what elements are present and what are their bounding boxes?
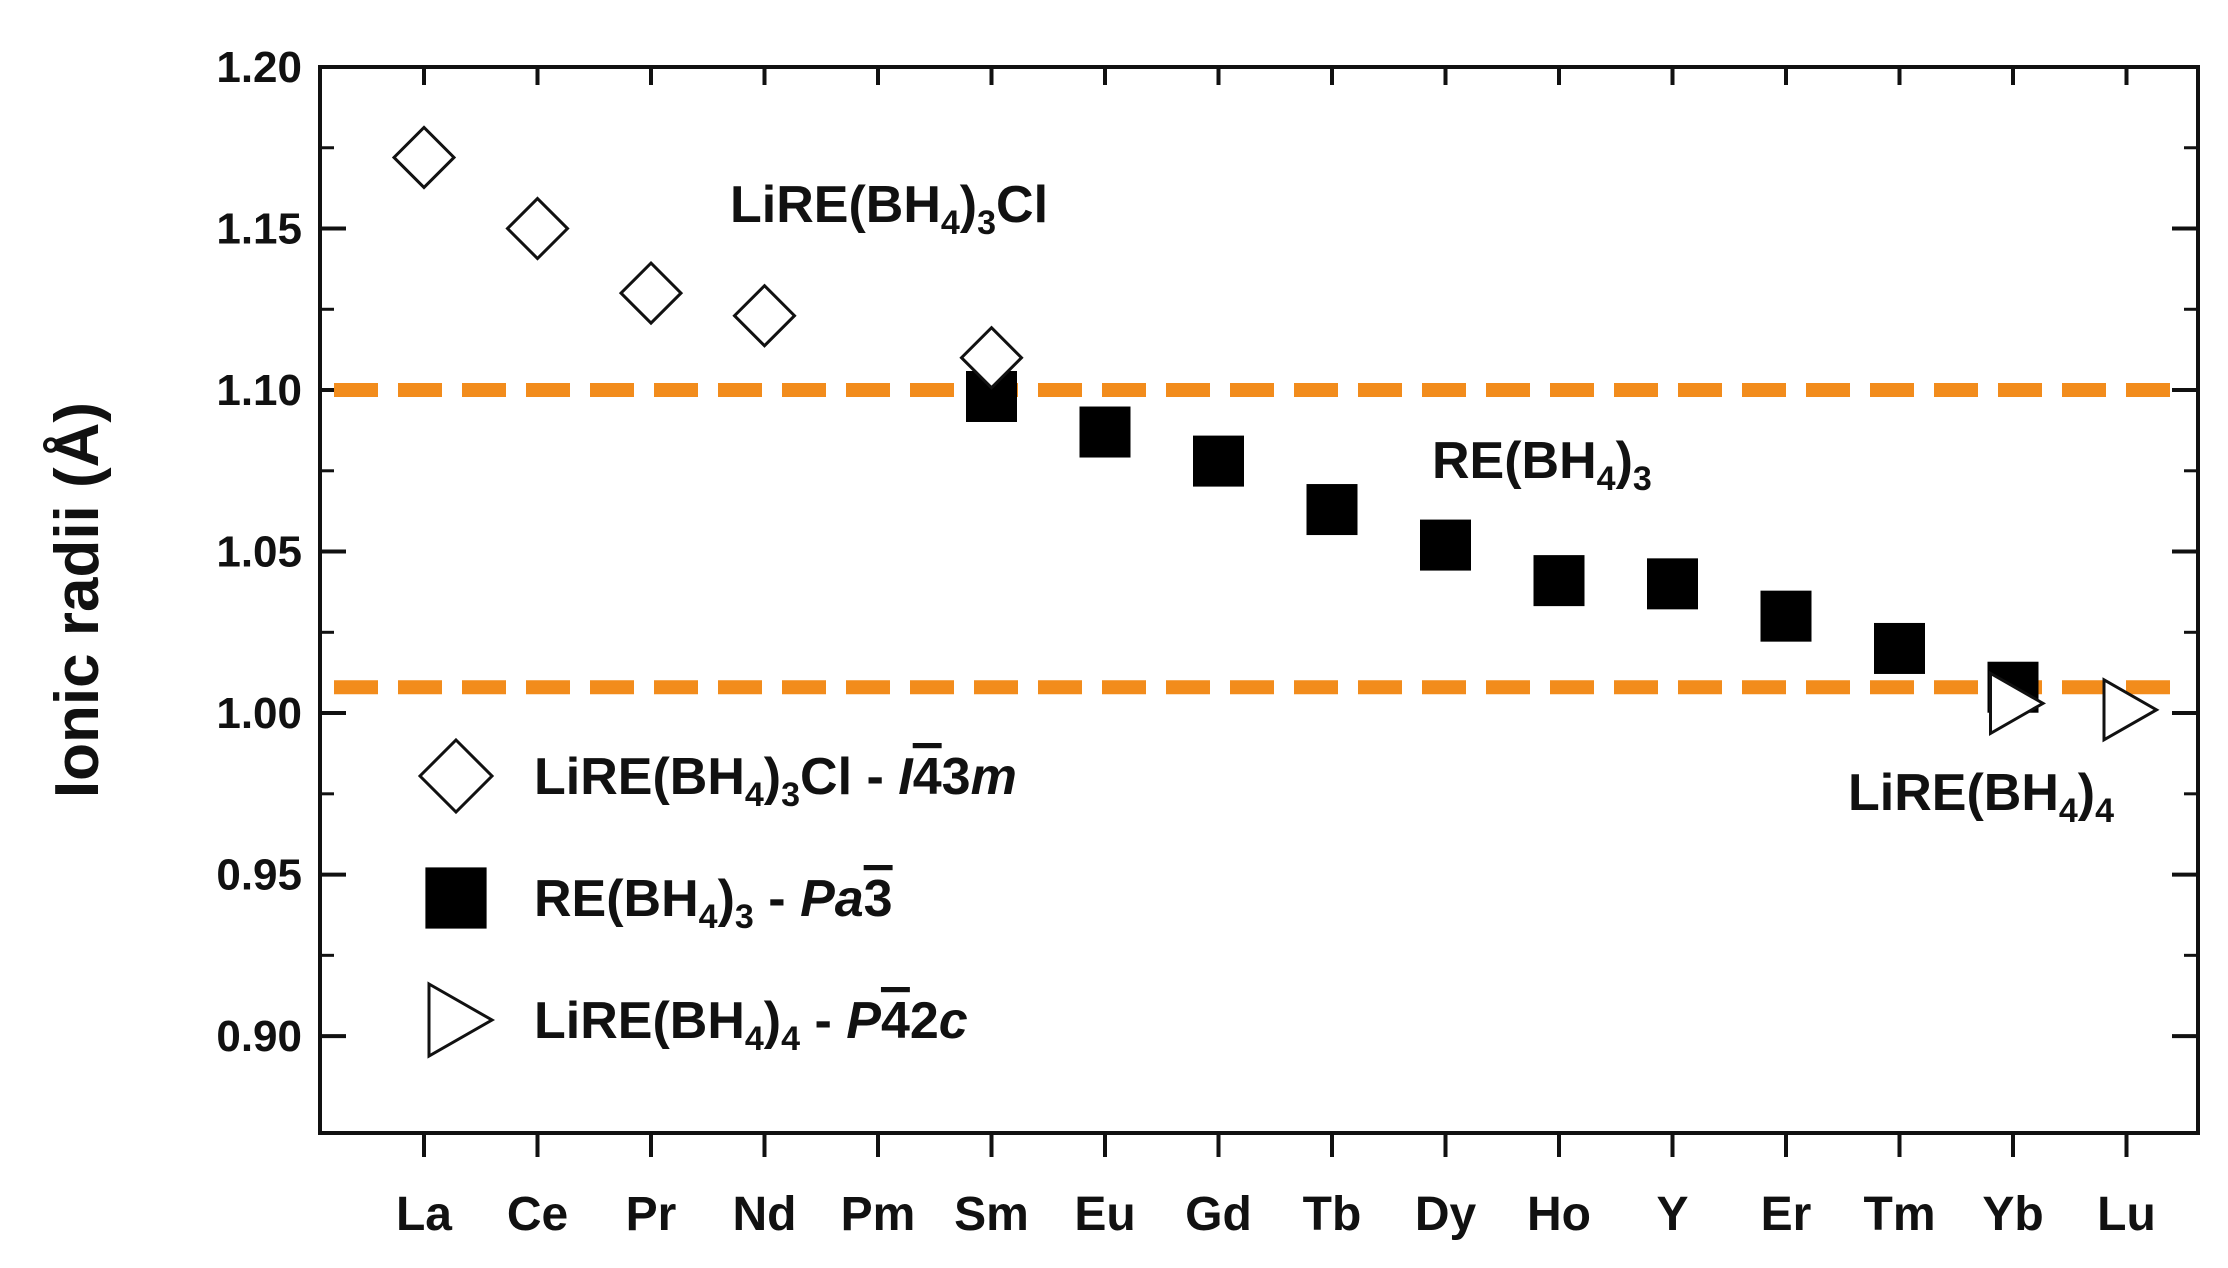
triangle-marker: [1989, 670, 2047, 736]
y-tick-label: 0.90: [216, 1012, 302, 1061]
plot-frame: [318, 65, 2200, 1135]
x-tick-label: Y: [1656, 1188, 1688, 1241]
y-tick-label: 1.10: [216, 366, 302, 415]
y-tick-label: 1.00: [216, 689, 302, 738]
diamond-marker: [959, 325, 1024, 390]
data-markers: [391, 125, 2160, 743]
diamond-marker: [732, 283, 797, 348]
square-marker: [1647, 558, 1698, 610]
annotation-lirecl: LiRE(BH4)3Cl: [730, 176, 1048, 242]
x-tick-label: Ce: [507, 1188, 568, 1241]
x-tick-label: Sm: [954, 1188, 1029, 1241]
x-tick-label: Pr: [626, 1188, 677, 1241]
triangle-marker: [427, 981, 496, 1059]
square-marker: [1874, 622, 1925, 674]
x-tick-label: Eu: [1074, 1188, 1135, 1241]
square-marker: [1193, 435, 1244, 487]
square-marker: [1306, 484, 1358, 536]
x-tick-label: Nd: [733, 1188, 797, 1241]
y-axis-label: Ionic radii (Å): [43, 402, 112, 798]
y-tick-label: 1.20: [216, 43, 302, 92]
y-tick-label: 0.95: [216, 851, 302, 900]
square-marker: [425, 867, 487, 929]
chart-annotations: LiRE(BH4)3Cl RE(BH4)3 LiRE(BH4)4: [730, 176, 2114, 830]
x-tick-label: Yb: [1982, 1188, 2043, 1241]
x-tick-label: Ho: [1527, 1188, 1591, 1241]
diamond-marker: [391, 125, 457, 190]
legend-label: RE(BH4)3 - Pa3: [534, 870, 893, 936]
x-tick-label: Pm: [841, 1188, 916, 1241]
diamond-marker: [505, 196, 570, 261]
annotation-rebh: RE(BH4)3: [1432, 432, 1652, 498]
x-axis-ticks: La Ce Pr Nd Pm Sm Eu Gd Tb Dy Ho Y Er Tm Yb Lu: [396, 67, 2156, 1241]
x-tick-label: Gd: [1185, 1188, 1252, 1241]
x-tick-label: La: [396, 1188, 452, 1241]
y-tick-label: 1.05: [216, 528, 302, 577]
x-tick-label: Lu: [2097, 1188, 2156, 1241]
square-marker: [1420, 519, 1471, 571]
annotation-lirebh4: LiRE(BH4)4: [1848, 764, 2114, 830]
square-marker: [1533, 555, 1585, 607]
x-tick-label: Tm: [1864, 1188, 1936, 1241]
x-tick-label: Dy: [1415, 1188, 1477, 1241]
diamond-marker: [417, 737, 495, 815]
square-marker: [1760, 590, 1812, 642]
square-marker: [1079, 406, 1131, 458]
diamond-marker: [618, 260, 684, 326]
triangle-marker: [2102, 677, 2160, 743]
legend-label: LiRE(BH4)3Cl - I43m: [534, 748, 1017, 814]
x-tick-label: Er: [1761, 1188, 1812, 1241]
y-tick-label: 1.15: [216, 205, 302, 254]
x-tick-label: Tb: [1303, 1188, 1362, 1241]
legend-label: LiRE(BH4)4 - P42c: [534, 992, 968, 1058]
y-axis-ticks: 0.90 0.95 1.00 1.05 1.10 1.15 1.20: [216, 43, 2198, 1061]
reference-lines: [334, 383, 2184, 695]
legend: LiRE(BH4)3Cl - I43m RE(BH4)3 - Pa3 LiRE(BH…: [417, 737, 1017, 1059]
